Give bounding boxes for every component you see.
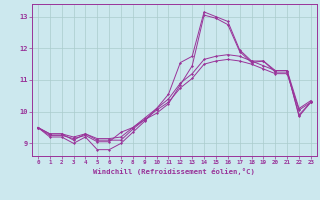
X-axis label: Windchill (Refroidissement éolien,°C): Windchill (Refroidissement éolien,°C) [93,168,255,175]
